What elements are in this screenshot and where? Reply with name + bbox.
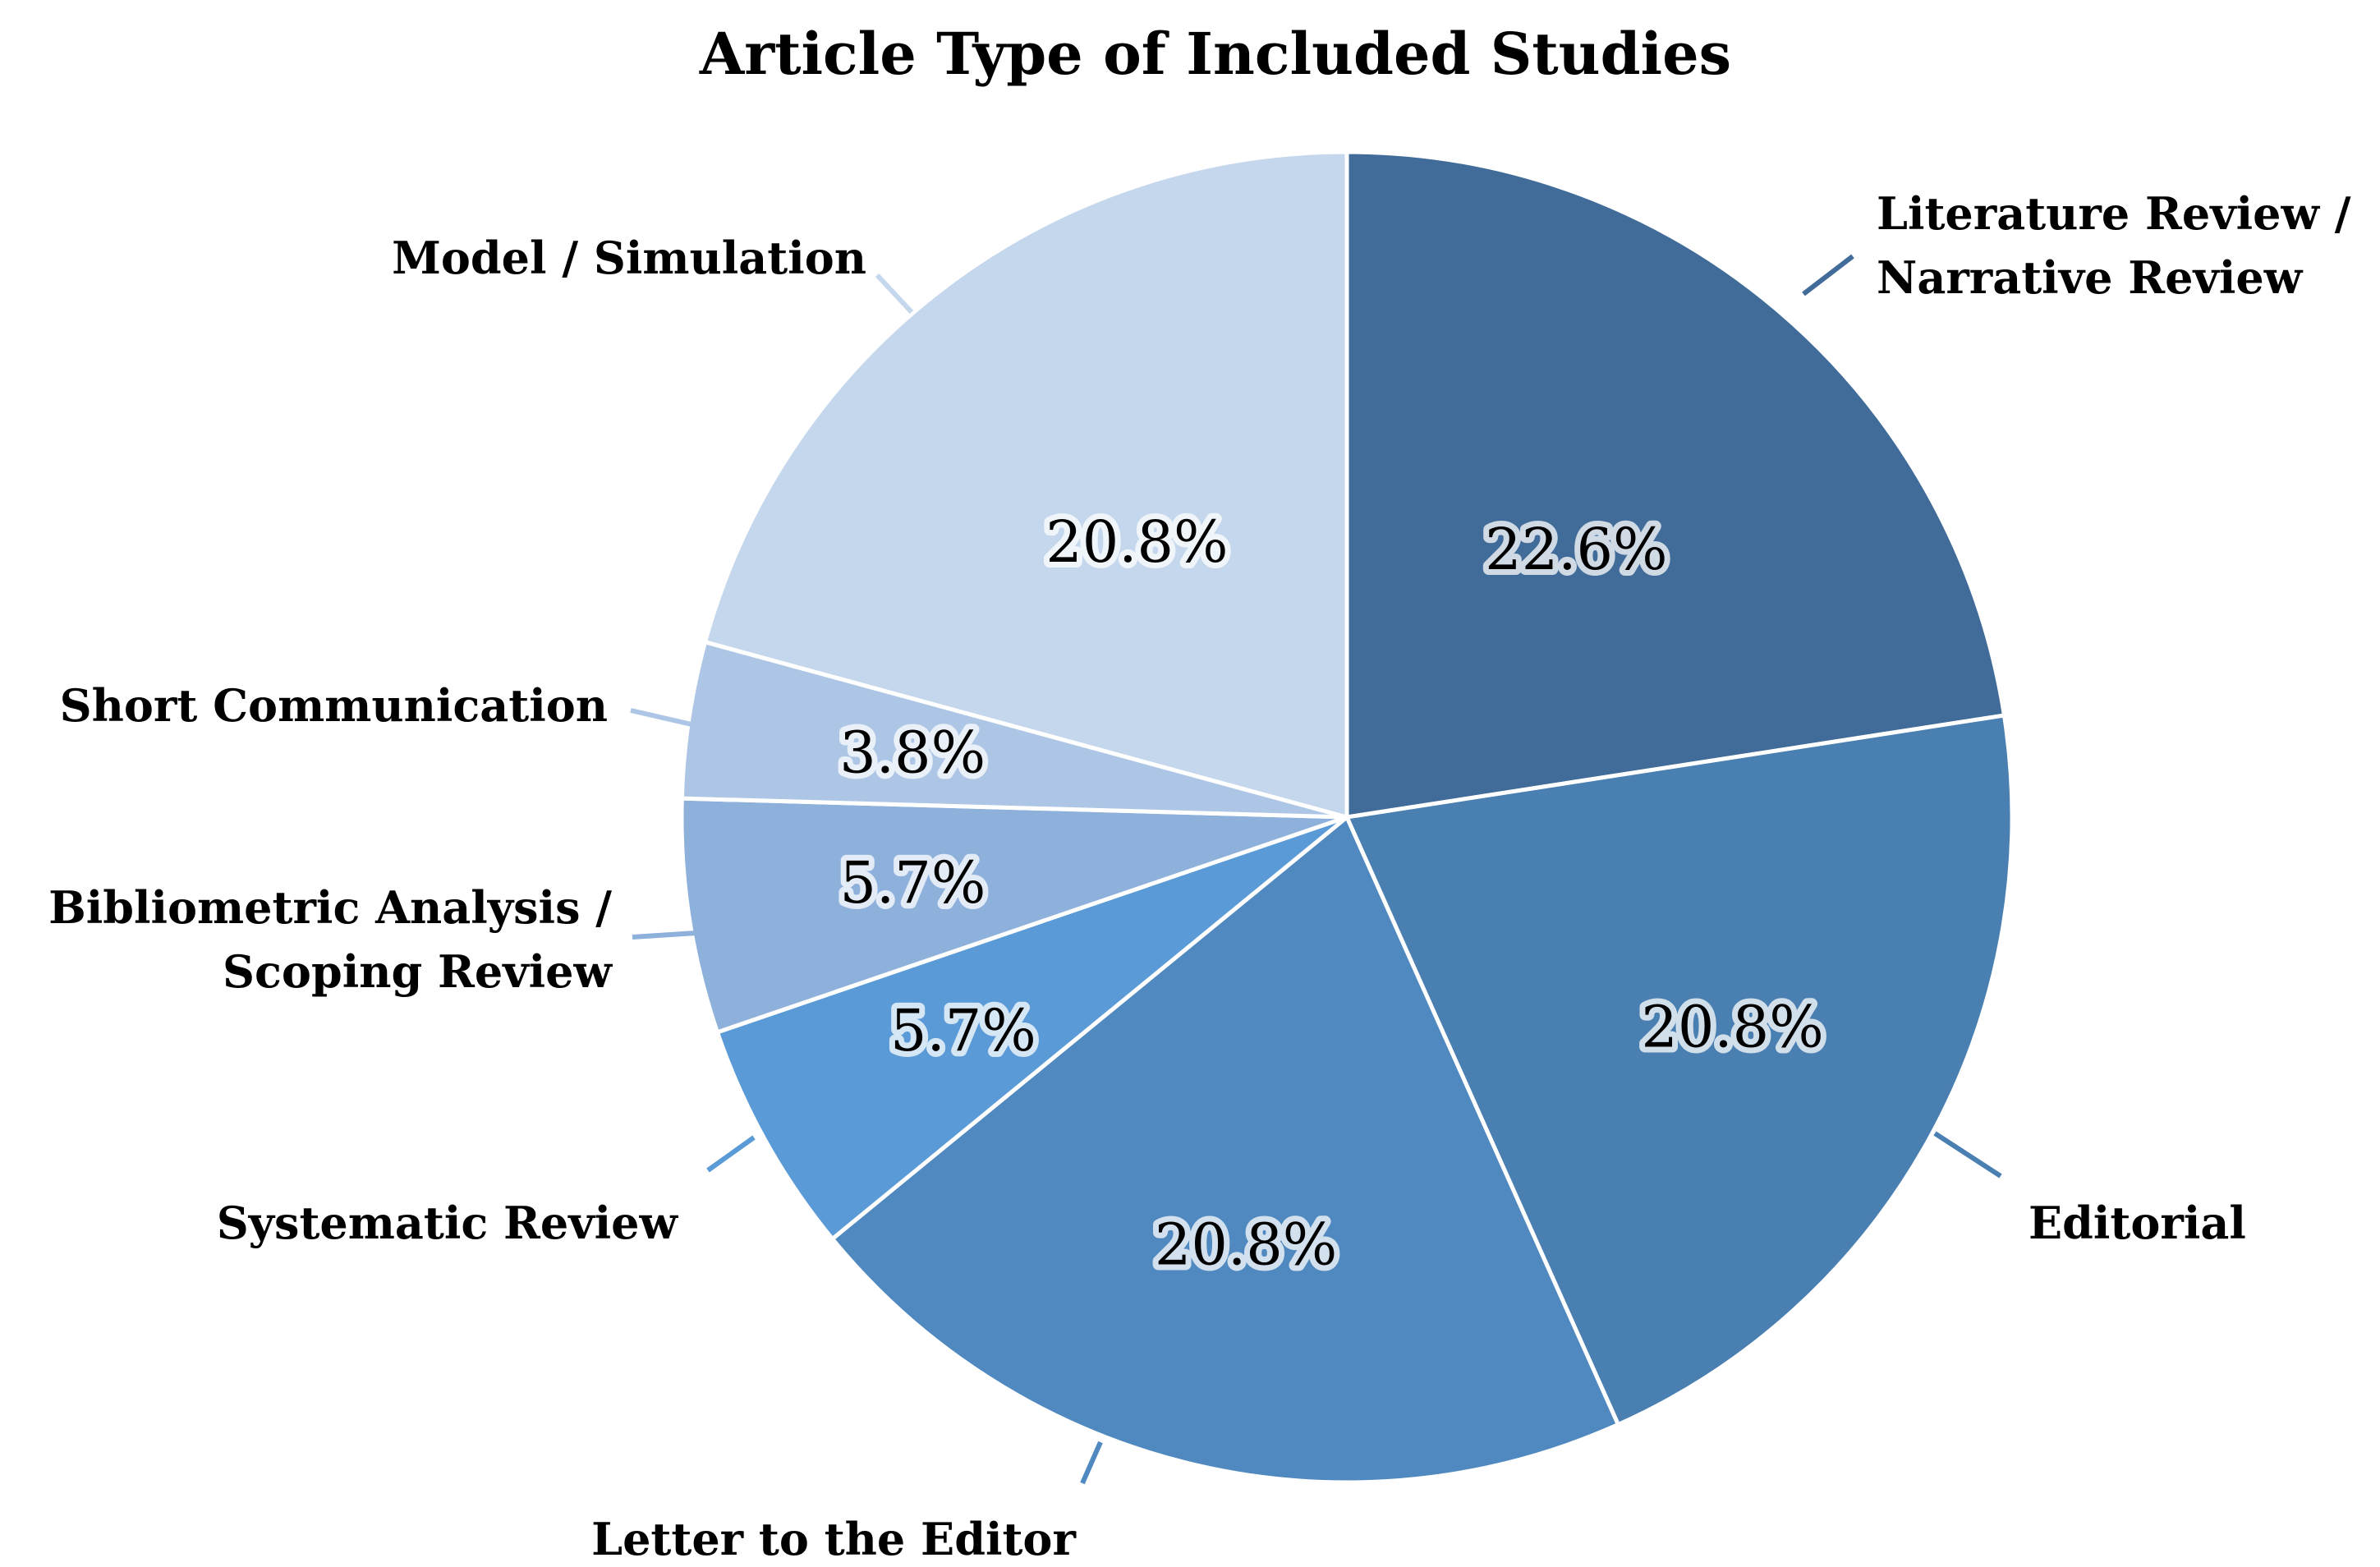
leader-line [632,931,697,940]
category-label: Literature Review / [1877,187,2351,240]
percentage-label-halo: 3.8% [839,719,986,787]
leader-line [630,708,692,727]
percentage-label: 5.7% [890,997,1036,1064]
percentage-label-halo: 20.8% [1155,1211,1337,1278]
percentage-label: 20.8% [1045,508,1228,576]
category-label: Editorial [2029,1197,2246,1249]
leader-lines [630,254,2002,1485]
pie-slice [703,149,1349,820]
category-label: Short Communication [60,679,608,732]
category-label: Systematic Review [217,1197,679,1249]
pie-slice [830,815,1620,1485]
category-label: Bibliometric Analysis / [48,881,612,934]
percentage-label-halo: 20.8% [1641,994,1823,1061]
pie-slice [1344,713,2015,1427]
percentage-label: 22.6% [1485,516,1667,583]
percentage-labels: 22.6%22.6%20.8%20.8%20.8%20.8%5.7%5.7%5.… [834,503,1829,1284]
chart-title: Article Type of Included Studies [699,20,1731,88]
percentage-label: 20.8% [1155,1211,1337,1278]
pie-slices [679,149,2015,1485]
pie-slice [679,796,1349,1035]
leader-line [706,1135,756,1173]
pie-slice [1344,149,2006,820]
category-label: Model / Simulation [392,232,866,284]
leader-line [1933,1131,2002,1179]
category-label: Scoping Review [223,945,613,998]
pie-slice [714,815,1349,1241]
percentage-label-halo: 5.7% [890,997,1036,1064]
leader-line [1802,254,1854,296]
category-labels: Literature Review / Narrative Review Edito… [48,187,2351,1565]
category-label: Letter to the Editor [591,1513,1076,1563]
percentage-label-halo: 5.7% [840,849,986,917]
percentage-label-halo: 20.8% [1045,508,1228,576]
leader-line [1080,1441,1103,1485]
percentage-label: 5.7% [840,849,986,917]
percentage-label-halo: 22.6% [1485,516,1667,583]
leader-line [875,273,914,315]
percentage-label: 20.8% [1641,994,1823,1061]
percentage-label: 3.8% [839,719,986,787]
category-label: Narrative Review [1877,251,2304,304]
